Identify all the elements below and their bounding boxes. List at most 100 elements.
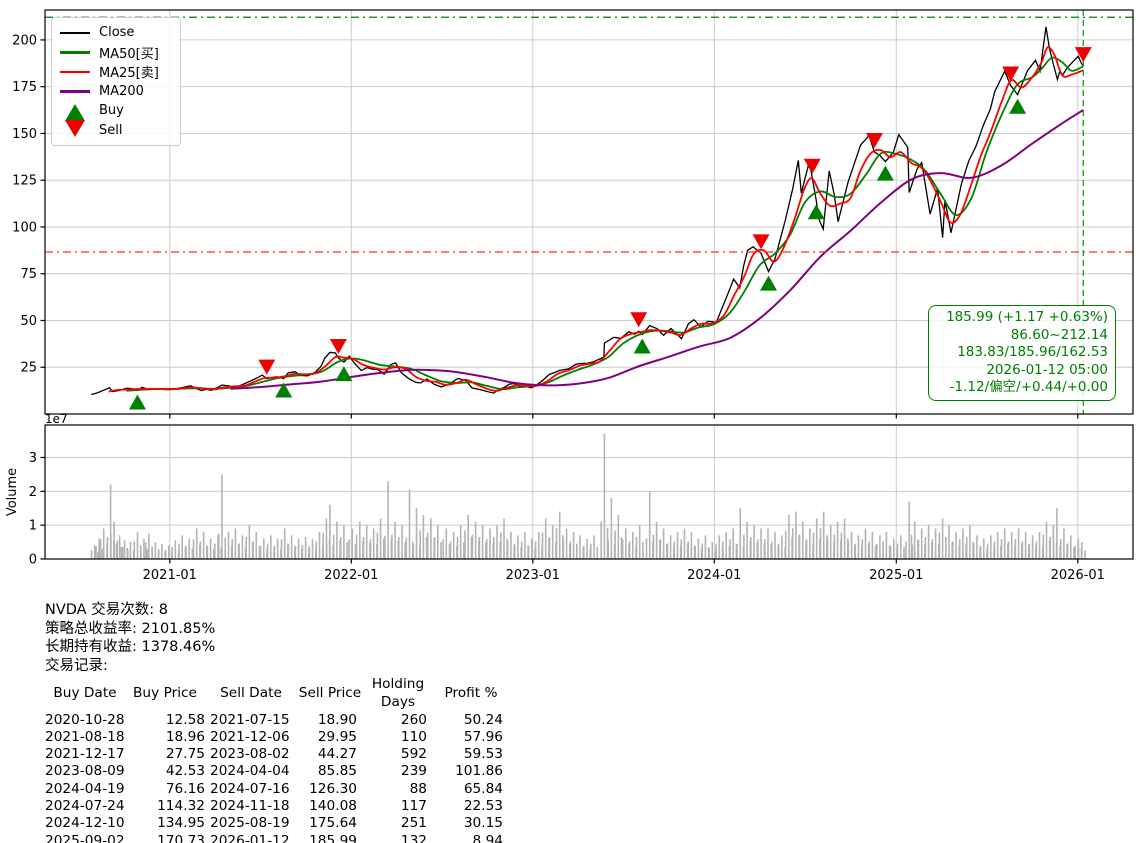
volume-bar xyxy=(635,537,638,559)
volume-axis-tick-label: 1 xyxy=(29,519,37,534)
volume-bar xyxy=(1010,531,1013,559)
legend: Close MA50[买] MA25[卖] MA200 Buy Sell xyxy=(51,17,181,146)
volume-bar xyxy=(133,541,136,559)
volume-bar xyxy=(911,544,914,559)
table-cell: 2024-04-19 xyxy=(45,780,125,797)
volume-bar xyxy=(774,531,776,559)
volume-bar xyxy=(562,539,565,559)
x-axis-tick-label: 2026-01 xyxy=(1051,568,1105,583)
volume-bar xyxy=(199,541,202,559)
volume-bar xyxy=(701,543,703,559)
volume-bar xyxy=(815,518,818,559)
volume-bar xyxy=(109,484,112,559)
volume-bar xyxy=(459,525,462,559)
legend-label: Close xyxy=(99,25,135,41)
volume-bar xyxy=(625,528,627,559)
volume-bar xyxy=(900,535,902,559)
volume-bar xyxy=(283,528,286,559)
volume-bar xyxy=(910,534,913,559)
volume-bar xyxy=(241,535,244,559)
volume-bar xyxy=(425,537,428,559)
volume-bar xyxy=(715,543,717,559)
volume-bar xyxy=(263,538,265,559)
volume-bar xyxy=(620,537,623,559)
volume-bar xyxy=(746,521,748,559)
volume-bar xyxy=(655,521,658,559)
volume-bar xyxy=(836,521,839,559)
table-cell: 2024-07-24 xyxy=(45,798,125,815)
volume-bar xyxy=(729,539,731,559)
volume-bar xyxy=(245,537,247,559)
table-cell: 44.27 xyxy=(317,746,357,763)
volume-bar xyxy=(683,528,686,559)
table-row: 2024-07-24 114.32 2024-11-18 140.08 117 22.53 xyxy=(45,798,509,815)
table-cell: 592 xyxy=(400,746,427,763)
volume-bar xyxy=(1017,528,1020,559)
volume-axis-tick-label: 3 xyxy=(29,451,37,466)
volume-bar xyxy=(652,534,655,559)
volume-bar xyxy=(486,539,488,559)
volume-bar xyxy=(161,543,163,559)
volume-bar xyxy=(576,543,578,559)
volume-bar xyxy=(442,539,444,559)
volume-bar xyxy=(391,534,393,559)
volume-bar xyxy=(440,542,442,559)
volume-bar xyxy=(164,550,167,559)
volume-bar xyxy=(854,543,857,559)
volume-bar xyxy=(372,528,375,559)
annotation-time-line: 2026-01-12 05:00 xyxy=(986,361,1108,378)
volume-bar xyxy=(174,540,177,559)
volume-bar xyxy=(517,535,519,559)
volume-bar xyxy=(405,538,408,559)
volume-bar xyxy=(318,531,321,559)
volume-bar xyxy=(1014,539,1017,559)
volume-bar xyxy=(471,534,474,559)
table-cell: 126.30 xyxy=(309,780,357,797)
volume-bar xyxy=(534,541,537,559)
volume-bar xyxy=(722,541,724,559)
volume-bar xyxy=(218,533,220,559)
volume-bar xyxy=(743,534,745,559)
volume-bar xyxy=(474,521,477,559)
volume-bar xyxy=(1084,550,1086,559)
volume-bar xyxy=(948,525,950,559)
volume-bar xyxy=(294,545,297,559)
buy-marker xyxy=(876,165,894,181)
volume-bar xyxy=(927,525,930,559)
price-axis-tick-label: 175 xyxy=(12,80,37,95)
price-axis-tick-label: 100 xyxy=(12,220,37,235)
volume-bar xyxy=(144,542,147,559)
volume-bar xyxy=(398,537,400,559)
volume-bar xyxy=(433,537,436,559)
volume-bar xyxy=(496,525,498,559)
volume-bar xyxy=(996,531,999,559)
volume-bar xyxy=(415,508,418,559)
annotation-ma-line: 183.83/185.96/162.53 xyxy=(957,344,1108,361)
volume-bar xyxy=(248,525,251,559)
volume-bar xyxy=(437,525,439,559)
volume-bar xyxy=(301,544,304,559)
volume-bar xyxy=(297,538,300,559)
buy-marker xyxy=(128,394,146,410)
volume-bar xyxy=(238,543,240,559)
volume-bar xyxy=(603,433,606,559)
volume-bar xyxy=(113,521,115,559)
volume-bar xyxy=(750,537,752,559)
buy-marker xyxy=(807,204,825,220)
volume-bar xyxy=(369,539,372,559)
table-cell: 2020-10-28 xyxy=(45,711,125,728)
table-cell: 251 xyxy=(400,815,427,832)
volume-bar xyxy=(513,543,516,559)
volume-bar xyxy=(757,539,759,559)
volume-bar xyxy=(843,518,846,559)
volume-bar xyxy=(931,539,934,559)
volume-bar xyxy=(365,525,368,559)
sell-marker xyxy=(1002,66,1020,82)
volume-bar xyxy=(181,535,183,559)
volume-bar xyxy=(788,515,790,559)
volume-bar xyxy=(833,534,836,559)
volume-bar xyxy=(376,532,379,559)
volume-bar xyxy=(850,531,853,559)
volume-bar xyxy=(1000,539,1003,559)
volume-bar xyxy=(805,539,808,559)
